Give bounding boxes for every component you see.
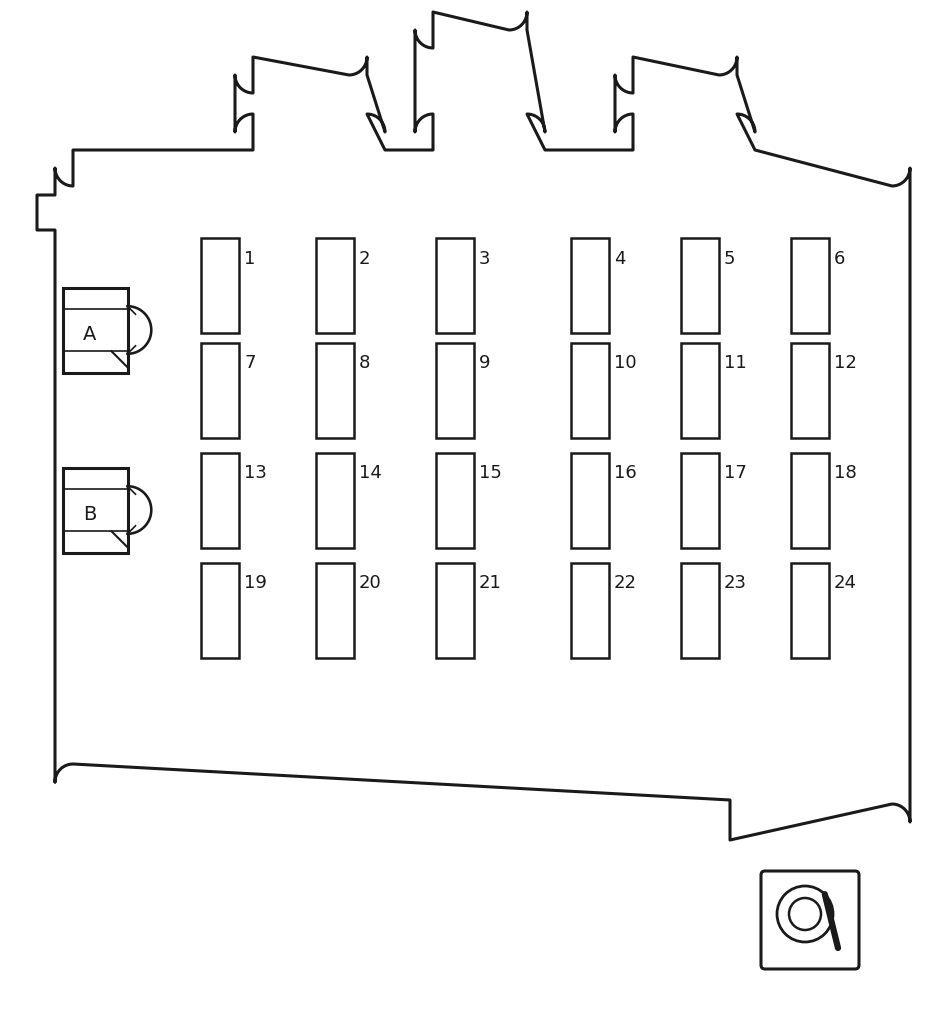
Bar: [681, 342, 719, 437]
Bar: [436, 238, 474, 333]
Text: 2: 2: [359, 250, 371, 267]
Bar: [571, 562, 609, 657]
Circle shape: [789, 898, 821, 930]
Text: 16: 16: [614, 465, 637, 482]
Bar: [791, 342, 829, 437]
Text: 1: 1: [244, 250, 256, 267]
Bar: [681, 238, 719, 333]
Bar: [571, 342, 609, 437]
Text: 11: 11: [724, 354, 747, 373]
Text: 24: 24: [834, 574, 857, 593]
Bar: [201, 342, 239, 437]
Text: 9: 9: [479, 354, 490, 373]
Text: 4: 4: [614, 250, 625, 267]
Text: 3: 3: [479, 250, 490, 267]
Bar: [436, 562, 474, 657]
Text: 17: 17: [724, 465, 747, 482]
Bar: [201, 238, 239, 333]
Bar: [571, 238, 609, 333]
Text: 13: 13: [244, 465, 267, 482]
Bar: [436, 342, 474, 437]
Bar: [316, 562, 354, 657]
Bar: [436, 453, 474, 548]
Bar: [791, 238, 829, 333]
Text: 6: 6: [834, 250, 846, 267]
Text: 10: 10: [614, 354, 637, 373]
Text: 23: 23: [724, 574, 747, 593]
Text: B: B: [84, 505, 97, 523]
Text: 21: 21: [479, 574, 502, 593]
Bar: [791, 453, 829, 548]
Text: 20: 20: [359, 574, 382, 593]
Text: A: A: [84, 325, 97, 343]
Bar: [201, 562, 239, 657]
FancyBboxPatch shape: [761, 871, 859, 969]
Bar: [316, 453, 354, 548]
Polygon shape: [37, 12, 910, 840]
Text: 5: 5: [724, 250, 735, 267]
Text: 22: 22: [614, 574, 637, 593]
Text: 19: 19: [244, 574, 267, 593]
Text: 15: 15: [479, 465, 502, 482]
Text: 12: 12: [834, 354, 857, 373]
Bar: [316, 238, 354, 333]
Bar: [571, 453, 609, 548]
Text: 7: 7: [244, 354, 256, 373]
Bar: [681, 562, 719, 657]
Text: 18: 18: [834, 465, 857, 482]
Bar: [63, 468, 127, 553]
Bar: [201, 453, 239, 548]
Bar: [681, 453, 719, 548]
Text: 8: 8: [359, 354, 371, 373]
Text: 14: 14: [359, 465, 382, 482]
Bar: [316, 342, 354, 437]
Bar: [791, 562, 829, 657]
Circle shape: [777, 886, 833, 942]
Bar: [63, 288, 127, 373]
